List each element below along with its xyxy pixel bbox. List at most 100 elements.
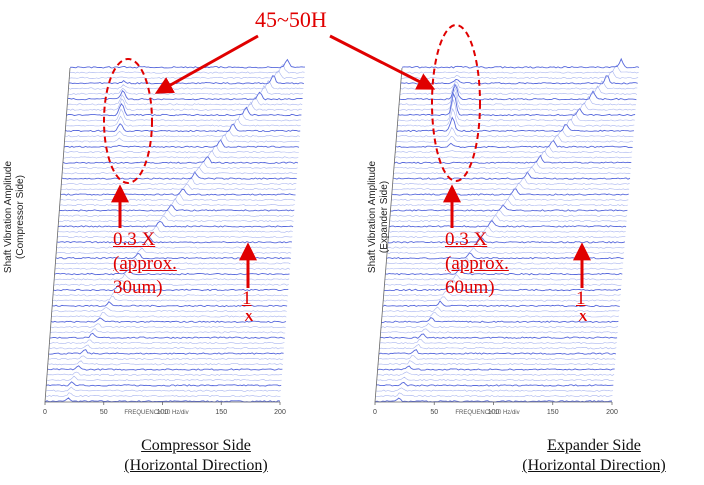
compressor-trace-17 xyxy=(51,307,287,313)
expander-trace-17 xyxy=(382,306,620,313)
compressor-x-axis-label: FREQUENCY 10 Hz/div xyxy=(124,410,188,416)
annotation-x-left-clip: X xyxy=(238,313,258,321)
expander-trace-40 xyxy=(392,182,630,191)
expander-trace-59 xyxy=(400,80,638,90)
compressor-trace-8 xyxy=(48,355,284,360)
y-axis-label-left-line1: Shaft Vibration Amplitude xyxy=(3,160,14,274)
compressor-trace-33 xyxy=(57,220,294,228)
expander-trace-16 xyxy=(381,312,619,318)
y-axis-label-left: Shaft Vibration Amplitude (Compressor Si… xyxy=(3,132,27,302)
expander-tick-label-2: 100 xyxy=(488,409,500,416)
expander-trace-39 xyxy=(391,188,629,196)
highlight-ellipse-right xyxy=(431,24,481,182)
compressor-frame-line xyxy=(44,67,71,403)
expander-trace-6 xyxy=(377,365,615,371)
expander-trace-11 xyxy=(379,338,617,344)
expander-trace-50 xyxy=(396,126,634,138)
compressor-trace-61 xyxy=(69,70,305,79)
compressor-traces xyxy=(44,58,306,403)
annotation-0.3x-right: 0.3 X xyxy=(445,229,488,250)
expander-trace-8 xyxy=(378,354,616,360)
compressor-tick-label-2: 100 xyxy=(157,409,169,416)
annotation-approx-left: (approx. xyxy=(113,253,177,274)
expander-trace-46 xyxy=(394,150,632,159)
compressor-tick-label-4: 200 xyxy=(274,409,286,416)
annotation-0.3x-left: 0.3 X xyxy=(113,229,156,250)
compressor-trace-16 xyxy=(51,312,287,318)
expander-x-axis-label: FREQUENCY 10 Hz/div xyxy=(455,410,519,416)
expander-trace-61 xyxy=(401,70,639,79)
compressor-trace-5 xyxy=(46,371,283,376)
compressor-trace-3 xyxy=(46,381,282,387)
compressor-trace-52 xyxy=(65,115,301,127)
compressor-trace-54 xyxy=(66,102,302,117)
expander-trace-4 xyxy=(376,376,614,382)
compressor-waterfall-plot: 0 50 100 150 200 FREQUENCY 10 Hz/div xyxy=(43,58,306,416)
compressor-trace-41 xyxy=(61,177,297,185)
compressor-trace-31 xyxy=(57,231,293,238)
expander-trace-63 xyxy=(401,57,640,69)
expander-trace-37 xyxy=(390,198,628,207)
compressor-tick-label-3: 150 xyxy=(215,409,227,416)
annotation-x-right: X xyxy=(576,313,590,321)
compressor-x-axis: 0 50 100 150 200 FREQUENCY 10 Hz/div xyxy=(43,67,286,416)
expander-trace-57 xyxy=(399,83,637,101)
expander-trace-31 xyxy=(388,231,626,238)
y-axis-label-left-line2: (Compressor Side) xyxy=(15,175,26,259)
y-axis-label-right-line1: Shaft Vibration Amplitude xyxy=(367,160,378,274)
expander-trace-19 xyxy=(382,296,621,302)
compressor-trace-10 xyxy=(48,344,285,350)
compressor-trace-60 xyxy=(68,75,304,85)
expander-trace-51 xyxy=(396,116,634,133)
compressor-trace-6 xyxy=(47,365,283,371)
expander-x-axis: 0 50 100 150 200 FREQUENCY 10 Hz/div xyxy=(373,67,618,416)
expander-tick-label-1: 50 xyxy=(430,409,438,416)
compressor-trace-12 xyxy=(49,332,285,339)
annotation-amplitude-right: 60um) xyxy=(445,277,495,298)
compressor-trace-14 xyxy=(50,323,286,329)
expander-trace-23 xyxy=(384,273,622,281)
compressor-trace-48 xyxy=(63,139,300,148)
compressor-trace-53 xyxy=(65,108,302,122)
compressor-trace-0 xyxy=(44,397,281,403)
compressor-trace-21 xyxy=(53,284,289,292)
compressor-trace-39 xyxy=(60,188,296,196)
y-axis-label-right: Shaft Vibration Amplitude (Expander Side… xyxy=(367,132,391,302)
expander-trace-20 xyxy=(383,290,621,297)
compressor-trace-2 xyxy=(45,386,281,392)
compressor-tick-label-1: 50 xyxy=(100,409,108,416)
expander-trace-35 xyxy=(389,209,628,217)
compressor-trace-30 xyxy=(56,235,292,244)
expander-trace-52 xyxy=(397,108,635,127)
expander-trace-1 xyxy=(375,392,613,398)
annotation-1x-left: 1 xyxy=(242,288,252,309)
compressor-trace-22 xyxy=(53,280,289,286)
expander-trace-10 xyxy=(379,344,617,350)
compressor-trace-26 xyxy=(55,257,291,265)
compressor-trace-55 xyxy=(66,98,302,111)
expander-trace-18 xyxy=(382,300,620,308)
expander-trace-15 xyxy=(381,317,619,323)
caption-expander: Expander Side (Horizontal Direction) xyxy=(488,436,700,476)
expander-trace-62 xyxy=(401,64,639,74)
expander-trace-47 xyxy=(394,146,633,154)
expander-trace-41 xyxy=(392,177,630,185)
expander-trace-53 xyxy=(397,98,635,122)
compressor-trace-1 xyxy=(45,392,281,398)
compressor-trace-9 xyxy=(48,349,284,355)
expander-tick-label-4: 200 xyxy=(606,409,618,416)
callout-label: 45~50H xyxy=(255,7,327,32)
compressor-trace-32 xyxy=(57,225,293,233)
expander-trace-42 xyxy=(392,171,631,180)
expander-tick-label-0: 0 xyxy=(373,409,377,416)
compressor-tick-label-0: 0 xyxy=(43,409,47,416)
expander-trace-13 xyxy=(380,328,618,334)
annotation-x-right-clip: X xyxy=(572,313,592,321)
compressor-trace-20 xyxy=(52,290,288,297)
expander-trace-22 xyxy=(384,279,622,286)
expander-frame-line xyxy=(374,67,403,403)
compressor-trace-25 xyxy=(54,263,291,270)
compressor-trace-29 xyxy=(56,242,292,249)
highlight-ellipse-left xyxy=(103,58,153,184)
compressor-trace-57 xyxy=(67,89,303,101)
